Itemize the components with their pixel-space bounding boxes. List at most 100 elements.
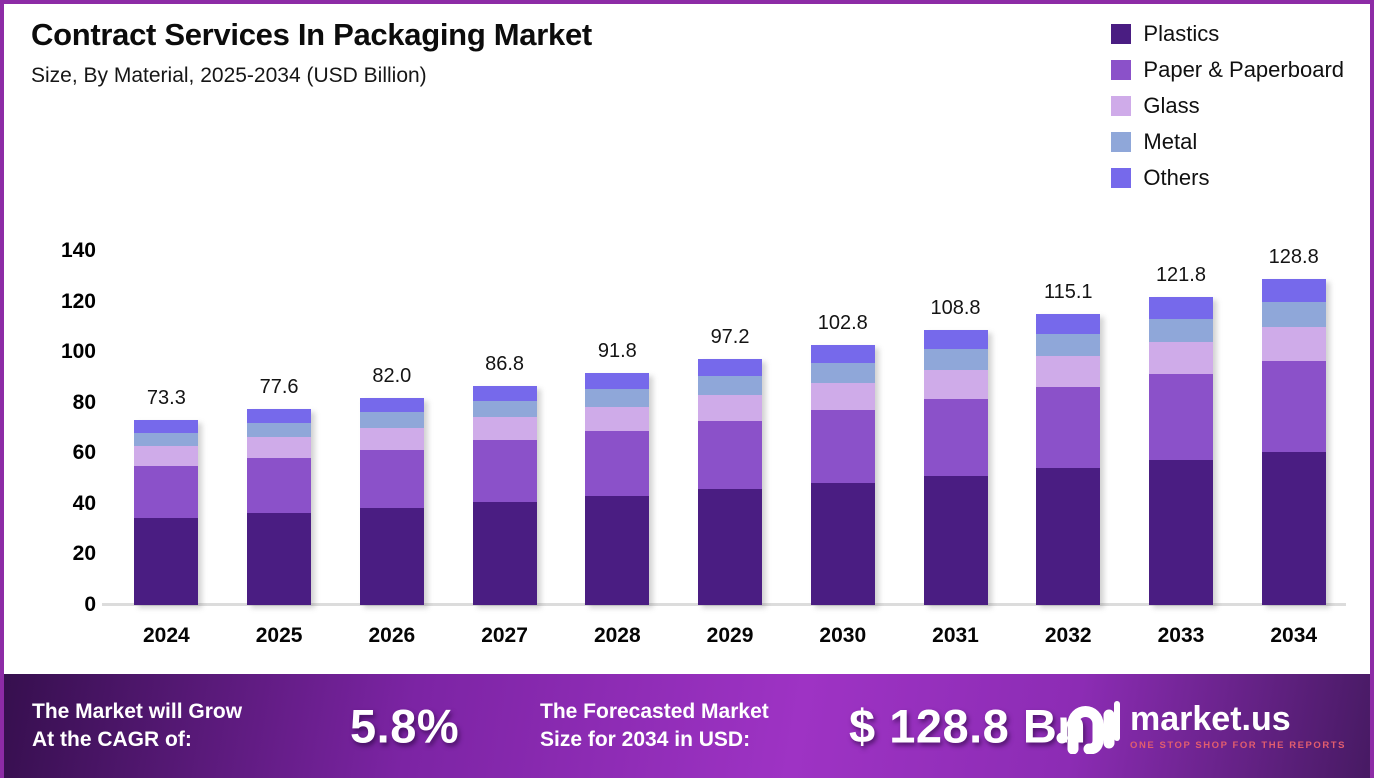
bar-segment-2029-plastics [698,489,763,605]
legend-label: Metal [1143,129,1198,154]
stacked-bar-2031 [923,329,988,605]
bar-segment-2027-metal [472,400,537,418]
x-tick-2024: 2024 [143,624,190,647]
bar-segment-2025-glass [247,437,312,458]
bar-segment-2032-glass [1036,356,1101,387]
page-title: Contract Services In Packaging Market [31,17,592,52]
bar-segment-2028-others [585,372,650,390]
x-tick-2034: 2034 [1270,624,1318,647]
bar-slot-2031: 108.8 [899,251,1012,605]
brand-text: market.us ONE STOP SHOP FOR THE REPORTS [1130,702,1346,751]
legend-item-glass: Glass [1111,93,1344,119]
x-tick-2028: 2028 [593,624,641,647]
legend-swatch-plastics [1111,24,1132,44]
bar-segment-2031-metal [923,349,988,370]
x-tick-2030: 2030 [819,624,867,647]
legend-swatch-metal [1111,132,1132,152]
legend-label: Glass [1143,93,1200,118]
bar-segment-2025-others [247,408,312,423]
y-tick-140: 140 [60,239,96,262]
bar-slot-2032: 115.1 [1012,251,1125,605]
x-tick-2026: 2026 [368,624,416,647]
bar-segment-2031-glass [923,369,988,399]
bar-slot-2027: 86.8 [448,251,561,605]
brand-logo: market.us ONE STOP SHOP FOR THE REPORTS [1056,698,1346,754]
bar-total-label-2027: 86.8 [485,352,525,375]
x-tick-2031: 2031 [932,624,979,647]
stacked-bar-2027 [472,385,537,605]
y-tick-0: 0 [84,593,96,616]
bar-slot-2026: 82.0 [335,251,448,605]
y-tick-20: 20 [72,542,96,566]
bar-segment-2030-paper-paperboard [810,410,875,483]
bar-total-label-2025: 77.6 [259,375,299,398]
stacked-bar-plot: 73.3 77.6 82.0 86.8 91.8 97.2 102.8 108.8 115.1 1… [110,246,1350,605]
bar-segment-2034-plastics [1261,452,1326,605]
bar-segment-2029-paper-paperboard [698,420,763,490]
bar-segment-2026-paper-paperboard [359,449,424,508]
stacked-bar-2026 [359,397,424,605]
legend-swatch-paper-paperboard [1111,60,1132,80]
bar-segment-2029-glass [698,394,763,421]
bar-segment-2027-plastics [472,501,537,605]
bar-segment-2027-paper-paperboard [472,440,537,502]
legend-item-others: Others [1111,165,1344,191]
bar-segment-2034-glass [1261,326,1326,361]
bar-segment-2024-glass [134,446,199,466]
y-tick-40: 40 [72,491,96,515]
legend-swatch-others [1111,168,1132,188]
bar-segment-2034-metal [1261,302,1326,327]
bar-slot-2028: 91.8 [561,251,674,605]
bar-slot-2034: 128.8 [1237,246,1350,605]
x-tick-2027: 2027 [481,624,528,647]
y-tick-120: 120 [60,289,96,313]
chart-header: Contract Services In Packaging Market Si… [31,17,592,88]
bar-segment-2034-paper-paperboard [1261,360,1326,453]
bar-slot-2025: 77.6 [223,251,336,605]
bar-segment-2029-others [698,359,763,377]
bar-total-label-2032: 115.1 [1043,280,1093,303]
bar-slot-2024: 73.3 [110,251,223,605]
bar-segment-2034-others [1261,279,1326,303]
bar-segment-2033-glass [1148,341,1213,375]
bar-total-label-2026: 82.0 [372,364,412,387]
chart-legend: Plastics Paper & Paperboard Glass Metal Othe… [1111,21,1344,191]
bar-segment-2030-glass [810,382,875,411]
stacked-bar-2032 [1036,313,1101,605]
bar-segment-2024-metal [134,432,199,447]
bar-segment-2025-paper-paperboard [247,457,312,513]
brand-name: market.us [1130,699,1291,738]
bar-segment-2031-paper-paperboard [923,398,988,476]
bar-segment-2030-plastics [810,482,875,605]
bar-segment-2026-metal [359,412,424,428]
legend-label: Paper & Paperboard [1143,57,1344,82]
bar-segment-2028-paper-paperboard [585,431,650,497]
bar-total-label-2024: 73.3 [146,386,186,409]
legend-item-metal: Metal [1111,129,1344,155]
bar-total-label-2033: 121.8 [1155,264,1206,287]
bar-total-label-2029: 97.2 [710,326,750,349]
x-axis-labels: 2024 2025 2026 2027 2028 2029 2030 2031 2032 2033… [110,624,1350,648]
bar-slot-2030: 102.8 [786,251,899,605]
y-tick-80: 80 [72,390,96,414]
cagr-label: The Market will Grow At the CAGR of: [32,700,243,751]
bar-segment-2028-glass [585,406,650,432]
bar-segment-2030-others [810,345,875,364]
x-tick-2032: 2032 [1044,624,1092,647]
forecast-label: The Forecasted Market Size for 2034 in U… [540,700,769,751]
bar-segment-2031-others [923,329,988,350]
stacked-bar-2030 [810,345,875,605]
bar-slot-2033: 121.8 [1125,251,1238,605]
bar-segment-2027-others [472,385,537,401]
bar-total-label-2030: 102.8 [817,312,868,335]
page-subtitle: Size, By Material, 2025-2034 (USD Billio… [31,64,427,87]
bar-segment-2026-plastics [359,507,424,605]
bar-segment-2027-glass [472,417,537,441]
legend-swatch-glass [1111,96,1132,116]
bar-segment-2032-others [1036,313,1101,335]
legend-label: Plastics [1143,21,1220,46]
bar-total-label-2031: 108.8 [930,296,981,319]
bar-segment-2033-paper-paperboard [1148,374,1213,461]
brand-tagline: ONE STOP SHOP FOR THE REPORTS [1130,739,1346,751]
